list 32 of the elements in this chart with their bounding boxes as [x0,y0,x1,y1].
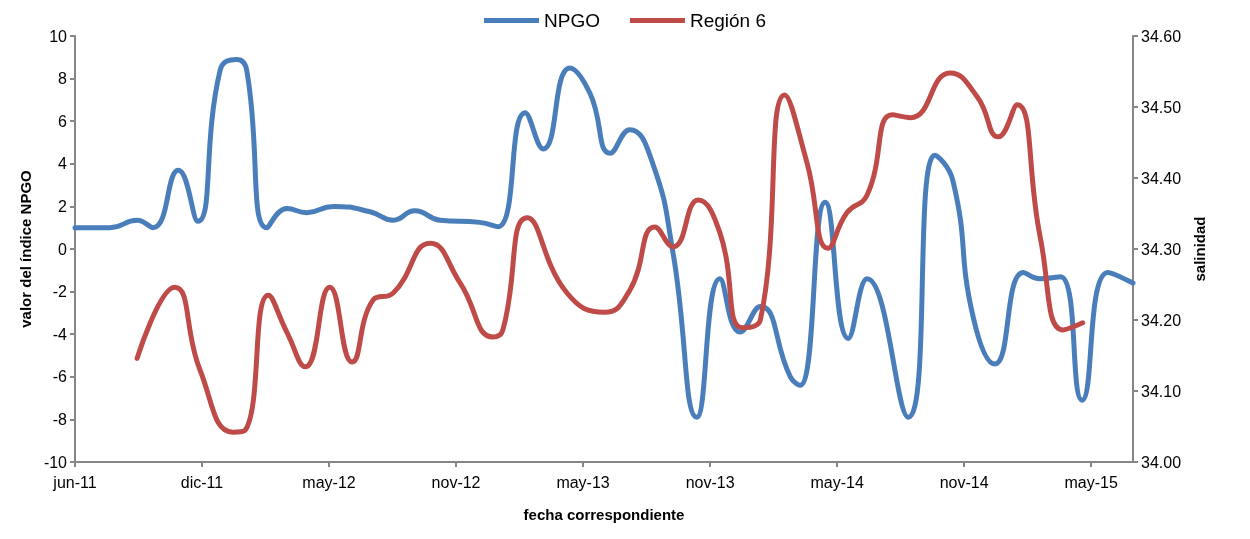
y-tick-label: -4 [52,325,68,343]
legend-label: NPGO [544,10,600,31]
x-tick-label: may-15 [1064,473,1118,491]
y2-tick-label: 34.40 [1141,169,1182,187]
y2-axis-title: salinidad [1190,216,1208,282]
y-tick-label: 2 [58,197,68,215]
y2-tick-label: 34.10 [1141,382,1182,400]
y-tick-label: 10 [49,27,68,45]
x-axis-title: fecha correspondiente [523,506,685,523]
y-tick-label: 8 [58,70,68,88]
y-tick-label: 4 [58,155,68,173]
legend-label: Región 6 [689,10,767,31]
y-tick-label: -2 [52,283,68,301]
y2-tick-label: 34.00 [1141,453,1182,471]
y-tick-label: -6 [52,368,68,386]
y-tick-label: 0 [58,240,68,258]
y2-tick-label: 34.60 [1141,27,1182,45]
x-tick-label: nov-12 [431,473,481,491]
x-tick-label: dic-11 [180,473,224,491]
y2-tick-label: 34.20 [1141,311,1182,329]
y-tick-label: -10 [43,453,68,471]
y2-tick-label: 34.30 [1141,240,1182,258]
y2-tick-label: 34.50 [1141,98,1182,116]
x-tick-label: jun-11 [52,473,97,491]
y-tick-label: -8 [52,410,68,428]
x-tick-label: nov-14 [939,473,989,491]
y-tick-label: 6 [58,112,68,130]
x-tick-label: may-13 [556,473,610,491]
y-axis-title: valor del índice NPGO [16,169,34,328]
x-tick-label: may-12 [302,473,356,491]
x-tick-label: may-14 [810,473,864,491]
x-tick-label: nov-13 [685,473,735,491]
